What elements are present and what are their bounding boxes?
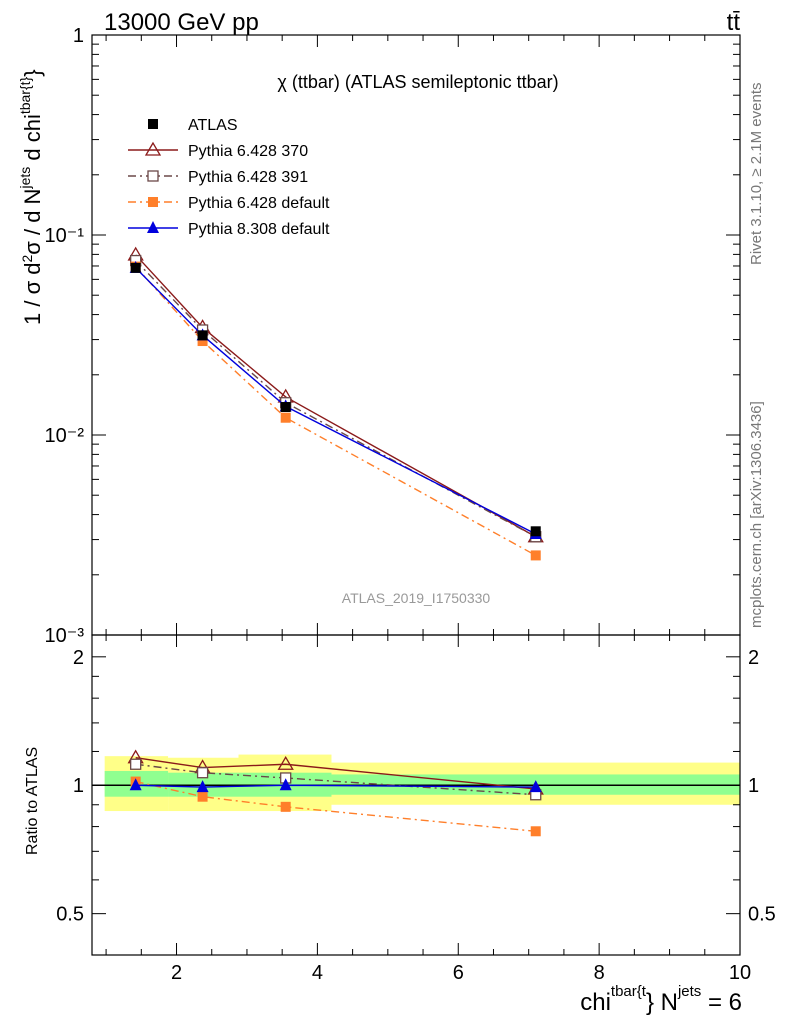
rivet-label: Rivet 3.1.10, ≥ 2.1M events (748, 83, 765, 266)
main-ylabel-sup-b: jets (17, 167, 33, 190)
main-ylabel-part-d: } (20, 69, 45, 76)
main-line-series-1 (135, 254, 537, 538)
x-axis-label-sup-a: tbar{t (611, 983, 647, 1000)
axes-layer: 2 4 6 8 10 10⁻³ 10⁻² 10⁻¹ 1 0.5 0.5 1 1 2 2 (45, 25, 776, 984)
energy-label: 13000 GeV pp (104, 9, 259, 36)
x-axis-label-part-c: = 6 (701, 989, 742, 1016)
ratio-series-layer (127, 749, 544, 837)
main-ylabel: 1 / σ d2σ / d Njets d chitbar{t}} (17, 69, 45, 325)
main-y-tick-label-0: 1 (73, 25, 84, 47)
legend-marker-3 (148, 197, 158, 207)
legend-marker-2 (147, 170, 159, 182)
legend-label-2: Pythia 6.428 391 (188, 169, 308, 186)
main-point-series-0-3 (530, 526, 541, 537)
main-ylabel-sup-c: tbar{t} (17, 76, 33, 114)
main-line-series-4 (135, 267, 537, 535)
ratio-point-series-2-3 (530, 826, 541, 837)
ratio-point-series-2-1 (197, 791, 208, 802)
legend-marker-0 (148, 119, 158, 129)
main-y-tick-label--1: 10⁻¹ (45, 225, 85, 247)
ratio-point-series-3-2 (279, 778, 292, 791)
main-ylabel-part-b: σ / d N (20, 189, 45, 255)
ratio-ylabel: Ratio to ATLAS (24, 747, 41, 855)
main-point-series-0-2 (280, 402, 291, 413)
ratio-y-tick-label-2: 2 (73, 647, 84, 669)
main-point-series-0-0 (130, 262, 141, 273)
ratio-line-series-2 (135, 780, 536, 832)
x-tick-label-2: 2 (171, 962, 182, 984)
main-y-tick-label--2: 10⁻² (45, 425, 85, 447)
main-series-layer (127, 246, 544, 561)
watermark-label: ATLAS_2019_I1750330 (342, 590, 491, 606)
x-axis-label-part-a: chi (580, 989, 611, 1016)
main-point-series-3-2 (280, 412, 291, 423)
main-title: χ (ttbar) (ATLAS semileptonic ttbar) (277, 72, 558, 92)
main-point-series-0-1 (197, 330, 208, 341)
x-axis-label: chitbar{t} Njets = 6 (580, 983, 742, 1016)
ratio-y-tick-label-right-1: 1 (748, 775, 759, 797)
ratio-frame (91, 634, 741, 956)
ratio-point-series-3-0 (129, 778, 142, 791)
legend-label-3: Pythia 6.428 default (188, 195, 330, 212)
ratio-y-tick-label-right-0.5: 0.5 (748, 904, 776, 926)
ratio-y-tick-label-0.5: 0.5 (56, 904, 84, 926)
ratio-line-series-3 (135, 784, 536, 788)
source-label: mcplots.cern.ch [arXiv:1306.3436] (748, 401, 765, 628)
ratio-y-tick-label-right-2: 2 (748, 647, 759, 669)
main-point-series-3-3 (530, 550, 541, 561)
process-label: tt̄ (727, 9, 741, 36)
main-line-series-2 (135, 260, 537, 538)
x-tick-label-8: 8 (594, 962, 605, 984)
x-tick-label-10: 10 (729, 962, 751, 984)
ratio-point-series-3-3 (529, 780, 542, 793)
ratio-point-series-3-1 (196, 780, 209, 793)
legend-marker-4 (147, 221, 159, 233)
main-y-tick-label--3: 10⁻³ (45, 625, 85, 647)
main-ylabel-sup-a: 2 (19, 255, 35, 263)
main-point-series-3-1 (197, 336, 208, 347)
ratio-point-series-2-2 (280, 801, 291, 812)
legend-label-0: ATLAS (188, 117, 238, 134)
x-tick-label-4: 4 (312, 962, 323, 984)
x-axis-label-part-b: } N (646, 989, 678, 1016)
x-tick-label-6: 6 (453, 962, 464, 984)
ratio-bands (92, 754, 740, 812)
main-line-series-3 (135, 266, 537, 557)
legend-marker-1 (144, 141, 162, 156)
x-axis-label-sup-b: jets (677, 983, 701, 1000)
ratio-point-series-1-1 (196, 767, 209, 779)
legend: ATLAS Pythia 6.428 370 Pythia 6.428 391 Pyt… (128, 117, 330, 238)
legend-label-1: Pythia 6.428 370 (188, 143, 308, 160)
ratio-point-series-1-0 (130, 758, 142, 770)
ratio-line-series-0 (135, 757, 536, 790)
ratio-y-tick-label-1: 1 (73, 775, 84, 797)
main-ylabel-part-c: d chi (20, 114, 45, 167)
legend-label-4: Pythia 8.308 default (188, 221, 330, 238)
ratio-point-series-0-2 (277, 755, 294, 770)
main-ylabel-part-a: 1 / σ d (20, 263, 45, 326)
